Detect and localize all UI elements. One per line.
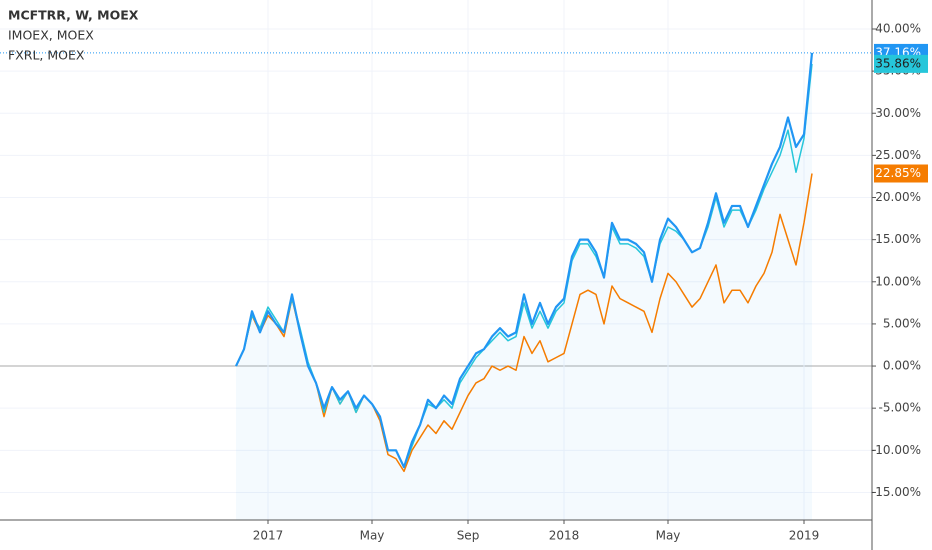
y-tick-label: -5.00%	[879, 401, 921, 415]
x-tick-label: May	[360, 529, 385, 543]
series-line	[235, 52, 814, 469]
x-tick-label: 2017	[253, 529, 284, 543]
x-tick-label: 2019	[789, 529, 820, 543]
legend-entry: FXRL, MOEX	[8, 48, 85, 63]
value-label: 22.85%	[875, 166, 921, 180]
y-tick-label: -10.00%	[871, 443, 921, 457]
legend-entry: MCFTRR, W, MOEX	[8, 8, 139, 23]
x-tick-label: Sep	[457, 529, 480, 543]
y-tick-label: 10.00%	[875, 274, 921, 288]
area	[236, 52, 812, 521]
value-label-box	[874, 164, 928, 183]
y-tick-label: 0.00%	[883, 359, 921, 373]
x-tick-label: May	[656, 529, 681, 543]
y-tick-label: -15.00%	[871, 485, 921, 499]
y-tick-label: 20.00%	[875, 190, 921, 204]
legend-entry: IMOEX, MOEX	[8, 28, 94, 43]
y-tick-label: 30.00%	[875, 106, 921, 120]
y-tick-label: 5.00%	[883, 316, 921, 330]
value-label: 35.86%	[875, 56, 921, 70]
x-tick-label: 2018	[549, 529, 580, 543]
y-tick-label: 15.00%	[875, 232, 921, 246]
y-tick-label: 25.00%	[875, 148, 921, 162]
value-label-box	[874, 54, 928, 73]
y-tick-label: 40.00%	[875, 21, 921, 35]
